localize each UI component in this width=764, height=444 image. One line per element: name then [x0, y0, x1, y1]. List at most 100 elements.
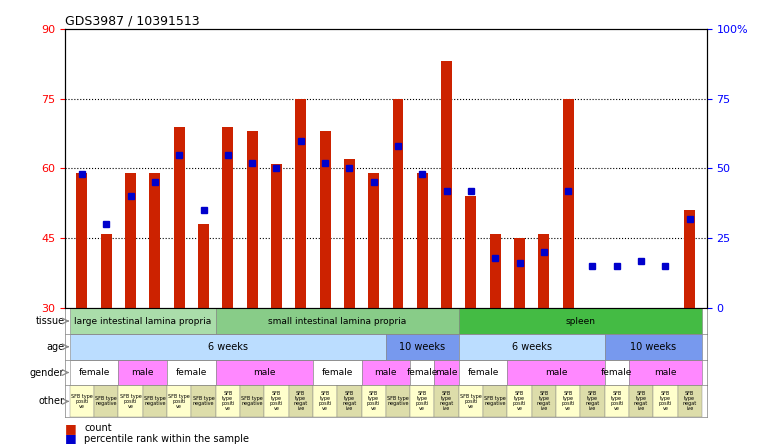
Text: male: male	[253, 368, 276, 377]
Bar	[344, 159, 354, 308]
Text: SFB
type
positi
ve: SFB type positi ve	[659, 391, 672, 412]
Bar	[198, 224, 209, 308]
Bar	[215, 385, 240, 417]
Text: age: age	[47, 342, 64, 352]
Bar	[629, 385, 653, 417]
Text: SFB
type
negat
ive: SFB type negat ive	[585, 391, 600, 412]
Text: SFB
type
negat
ive: SFB type negat ive	[342, 391, 357, 412]
Bar	[125, 173, 136, 308]
Bar	[361, 385, 386, 417]
Text: SFB
type
positi
ve: SFB type positi ve	[513, 391, 526, 412]
Bar	[167, 360, 215, 385]
Bar	[386, 385, 410, 417]
Text: male: male	[545, 368, 567, 377]
Bar	[562, 99, 574, 308]
Text: SFB
type
negat
ive: SFB type negat ive	[439, 391, 454, 412]
Bar	[361, 360, 410, 385]
Text: SFB
type
positi
ve: SFB type positi ve	[319, 391, 332, 412]
Bar	[215, 308, 458, 334]
Text: SFB type
positi
ve: SFB type positi ve	[120, 394, 141, 409]
Bar	[556, 385, 581, 417]
Bar	[417, 173, 428, 308]
Bar	[410, 360, 435, 385]
Bar	[289, 385, 313, 417]
Text: female: female	[79, 368, 110, 377]
Text: ■: ■	[65, 432, 76, 444]
Text: gender: gender	[30, 368, 64, 377]
Text: 10 weeks: 10 weeks	[400, 342, 445, 352]
Text: SFB
type
positi
ve: SFB type positi ve	[610, 391, 623, 412]
Text: female: female	[406, 368, 438, 377]
Text: SFB type
negative: SFB type negative	[193, 396, 215, 406]
Text: female: female	[601, 368, 633, 377]
Bar	[70, 360, 118, 385]
Bar	[458, 334, 604, 360]
Text: GDS3987 / 10391513: GDS3987 / 10391513	[65, 15, 199, 28]
Bar	[507, 360, 604, 385]
Text: 10 weeks: 10 weeks	[630, 342, 676, 352]
Bar	[94, 385, 118, 417]
Text: SFB
type
positi
ve: SFB type positi ve	[270, 391, 283, 412]
Bar	[247, 131, 257, 308]
Bar	[604, 360, 629, 385]
Bar	[70, 334, 386, 360]
Text: male: male	[654, 368, 677, 377]
Bar	[386, 334, 458, 360]
Text: count: count	[84, 424, 112, 433]
Text: other: other	[38, 396, 64, 406]
Bar	[70, 308, 215, 334]
Bar	[118, 385, 143, 417]
Text: female: female	[322, 368, 353, 377]
Text: large intestinal lamina propria: large intestinal lamina propria	[74, 317, 212, 325]
Text: small intestinal lamina propria: small intestinal lamina propria	[268, 317, 406, 325]
Bar	[458, 360, 507, 385]
Bar	[604, 334, 702, 360]
Bar	[76, 173, 87, 308]
Text: male: male	[435, 368, 458, 377]
Text: SFB
type
positi
ve: SFB type positi ve	[562, 391, 575, 412]
Text: SFB
type
negat
ive: SFB type negat ive	[634, 391, 648, 412]
Bar	[458, 385, 483, 417]
Bar	[222, 127, 233, 308]
Bar	[532, 385, 556, 417]
Bar	[319, 131, 331, 308]
Bar	[240, 385, 264, 417]
Text: SFB type
positi
ve: SFB type positi ve	[460, 394, 482, 409]
Text: female: female	[176, 368, 207, 377]
Text: SFB type
negative: SFB type negative	[96, 396, 117, 406]
Bar	[587, 308, 598, 331]
Bar	[264, 385, 289, 417]
Bar	[70, 385, 94, 417]
Bar	[313, 360, 361, 385]
Bar	[514, 238, 525, 308]
Bar	[435, 360, 458, 385]
Bar	[191, 385, 215, 417]
Text: SFB type
negative: SFB type negative	[484, 396, 506, 406]
Bar	[611, 308, 622, 350]
Bar	[337, 385, 361, 417]
Bar	[313, 385, 337, 417]
Text: tissue: tissue	[35, 316, 64, 326]
Bar	[167, 385, 191, 417]
Bar	[393, 99, 403, 308]
Text: SFB
type
negat
ive: SFB type negat ive	[536, 391, 551, 412]
Text: SFB type
negative: SFB type negative	[387, 396, 409, 406]
Text: SFB type
negative: SFB type negative	[241, 396, 263, 406]
Bar	[143, 385, 167, 417]
Bar	[441, 61, 452, 308]
Text: SFB type
positi
ve: SFB type positi ve	[168, 394, 190, 409]
Bar	[629, 360, 702, 385]
Bar	[410, 385, 435, 417]
Text: SFB type
negative: SFB type negative	[144, 396, 166, 406]
Bar	[483, 385, 507, 417]
Bar	[604, 385, 629, 417]
Text: SFB type
positi
ve: SFB type positi ve	[71, 394, 93, 409]
Bar	[435, 385, 458, 417]
Text: ■: ■	[65, 422, 76, 435]
Bar	[581, 385, 604, 417]
Bar	[685, 210, 695, 308]
Bar	[101, 234, 112, 308]
Bar	[215, 360, 313, 385]
Bar	[660, 308, 671, 355]
Text: SFB
type
positi
ve: SFB type positi ve	[221, 391, 235, 412]
